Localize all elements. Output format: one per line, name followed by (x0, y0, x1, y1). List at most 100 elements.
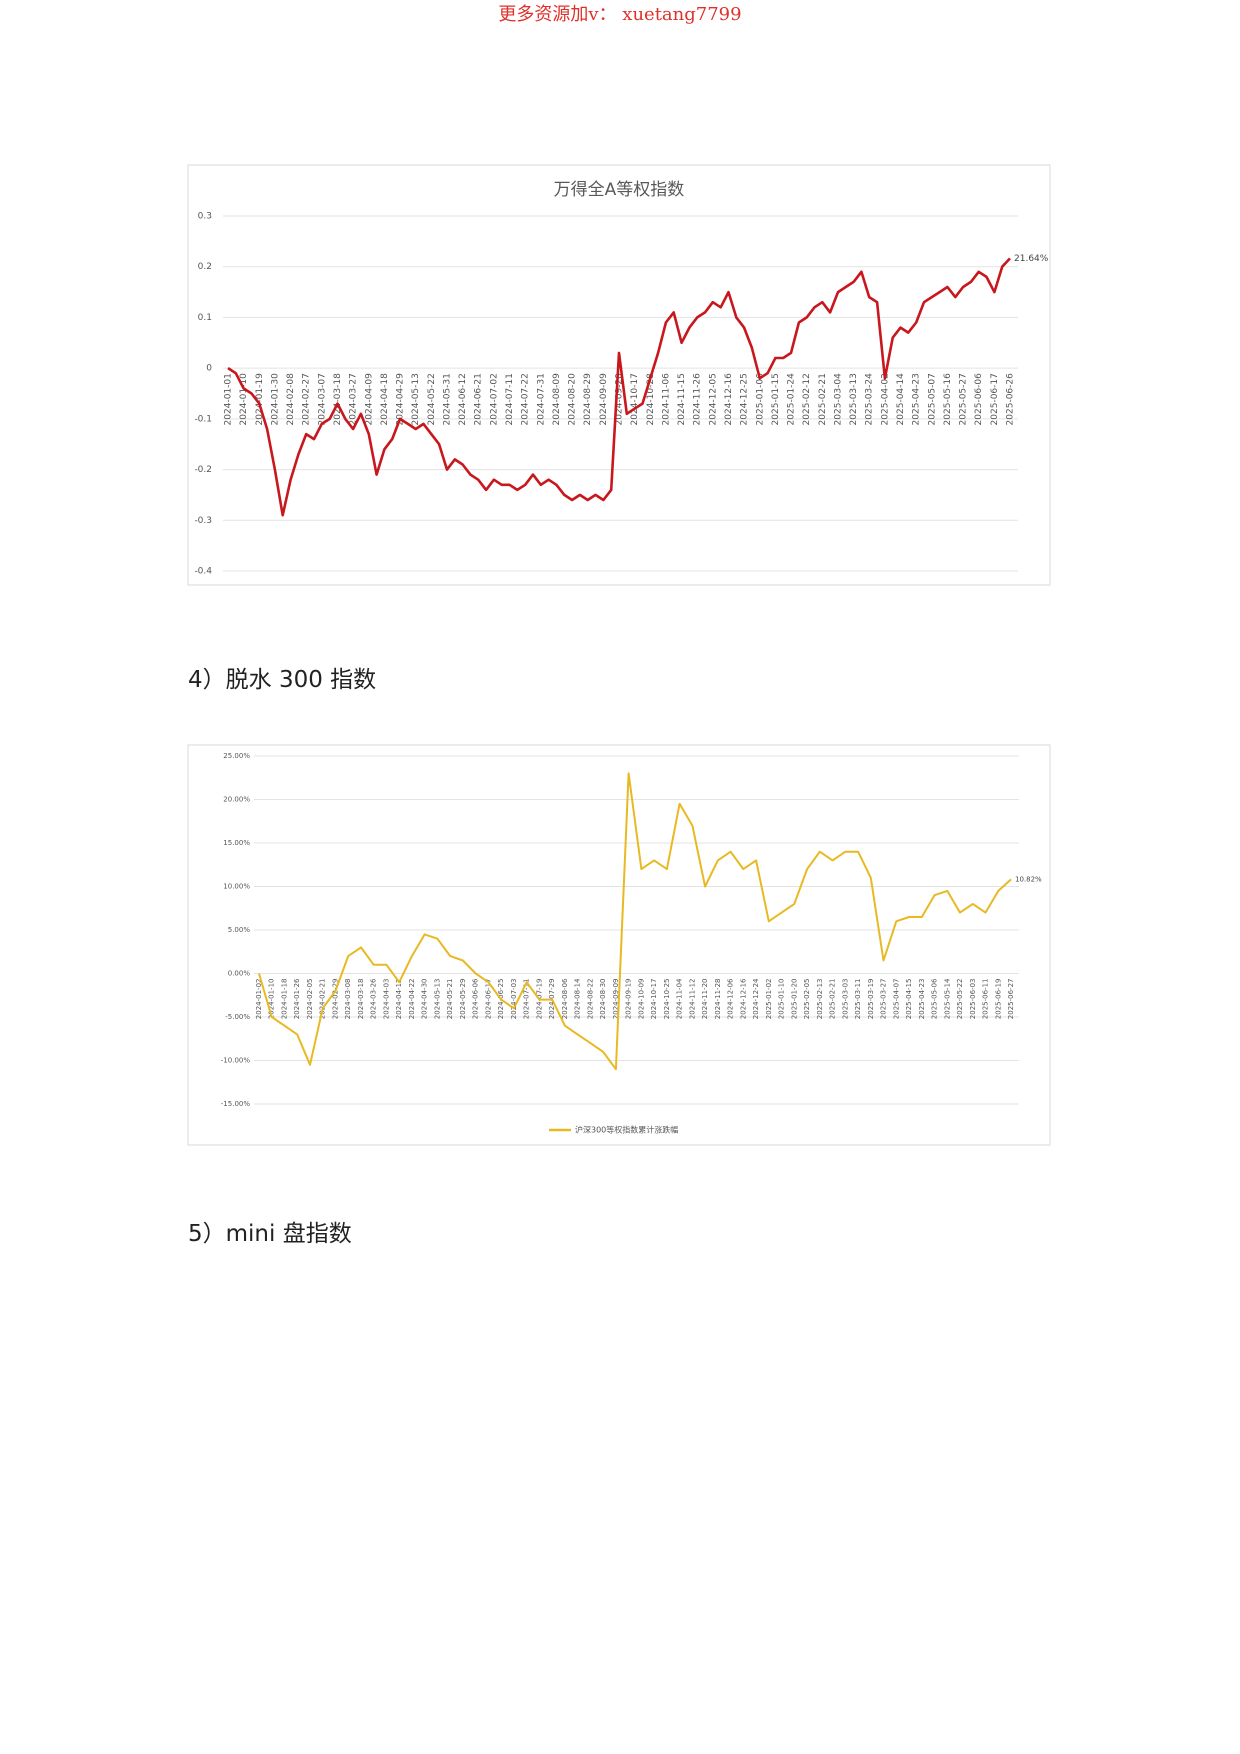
x-tick-label: 2024-12-25 (740, 373, 750, 425)
x-tick-label: 2025-02-12 (802, 373, 812, 425)
x-tick-label: 2024-01-26 (293, 978, 301, 1019)
x-tick-label: 2025-06-11 (982, 979, 990, 1020)
watermark: 更多资源加v： xuetang7799 (498, 4, 742, 25)
x-tick-label: 2024-12-05 (708, 373, 718, 425)
x-tick-label: 2024-09-20 (615, 373, 625, 426)
x-tick-label: 2025-03-11 (854, 979, 862, 1020)
x-tick-label: 2025-02-13 (816, 979, 824, 1020)
y-tick-label: 10.00% (223, 883, 250, 891)
x-tick-label: 2024-09-09 (599, 373, 609, 426)
y-tick-label: 20.00% (223, 796, 250, 804)
y-tick-label: 0.2 (198, 262, 212, 272)
x-tick-label: 2024-10-28 (646, 373, 656, 426)
x-tick-label: 2024-12-24 (752, 978, 760, 1019)
y-tick-label: -10.00% (221, 1057, 251, 1065)
x-tick-label: 2024-07-11 (505, 373, 515, 425)
x-tick-label: 2024-02-08 (286, 373, 296, 426)
x-tick-label: 2025-06-19 (994, 978, 1002, 1019)
x-tick-label: 2024-06-06 (472, 978, 480, 1019)
x-tick-label: 2024-03-18 (333, 373, 343, 426)
x-tick-label: 2025-05-16 (943, 373, 953, 426)
x-tick-label: 2024-03-26 (370, 978, 378, 1019)
x-tick-label: 2024-02-21 (319, 979, 327, 1020)
y-tick-label: -5.00% (225, 1013, 250, 1021)
x-tick-label: 2025-03-24 (865, 373, 875, 426)
chart-title: 万得全A等权指数 (554, 180, 685, 200)
x-tick-label: 2025-06-26 (1006, 373, 1016, 426)
x-tick-label: 2024-06-12 (458, 373, 468, 425)
x-tick-label: 2025-02-05 (803, 979, 811, 1020)
x-tick-label: 2024-11-15 (677, 373, 687, 425)
x-tick-label: 2025-01-15 (771, 373, 781, 425)
x-tick-label: 2024-11-06 (661, 373, 671, 426)
x-tick-label: 2024-03-08 (344, 979, 352, 1020)
x-tick-label: 2025-03-27 (880, 979, 888, 1020)
x-tick-label: 2024-04-22 (408, 979, 416, 1020)
x-tick-label: 2024-05-29 (459, 979, 467, 1020)
x-tick-label: 2024-11-20 (701, 979, 709, 1020)
y-tick-label: 25.00% (223, 752, 250, 760)
data-label: 10.82% (1015, 875, 1042, 883)
x-tick-label: 2024-07-02 (489, 373, 499, 425)
y-tick-label: 15.00% (223, 839, 250, 847)
x-tick-label: 2024-09-19 (625, 979, 633, 1020)
x-tick-label: 2024-01-10 (268, 979, 276, 1020)
legend-label: 沪深300等权指数累计涨跌幅 (575, 1125, 678, 1135)
x-tick-label: 2024-04-18 (380, 373, 390, 426)
section-heading: 5）mini 盘指数 (188, 1221, 352, 1247)
x-tick-label: 2024-01-02 (255, 979, 263, 1020)
x-tick-label: 2024-04-30 (421, 979, 429, 1020)
x-tick-label: 2025-05-27 (959, 373, 969, 425)
y-tick-label: -15.00% (221, 1100, 251, 1108)
x-tick-label: 2025-02-21 (829, 979, 837, 1020)
x-tick-label: 2024-05-22 (427, 373, 437, 425)
x-tick-label: 2025-06-17 (990, 373, 1000, 425)
x-tick-label: 2024-11-28 (714, 979, 722, 1020)
x-tick-label: 2024-02-29 (331, 979, 339, 1020)
x-tick-label: 2024-05-21 (446, 979, 454, 1020)
data-line (258, 772, 1012, 1071)
x-tick-label: 2025-03-19 (867, 979, 875, 1020)
x-tick-label: 2025-04-14 (896, 373, 906, 426)
x-tick-label: 2024-08-20 (568, 373, 578, 426)
x-tick-label: 2024-05-13 (411, 373, 421, 425)
x-tick-label: 2025-04-02 (880, 373, 890, 425)
x-tick-label: 2025-03-03 (841, 979, 849, 1020)
x-tick-label: 2025-01-24 (787, 373, 797, 426)
x-tick-label: 2025-05-22 (956, 979, 964, 1020)
data-line (227, 257, 1011, 517)
x-tick-label: 2025-05-14 (943, 978, 951, 1019)
x-tick-label: 2024-03-07 (317, 373, 327, 425)
x-tick-label: 2025-01-06 (755, 373, 765, 426)
x-tick-label: 2024-07-03 (510, 979, 518, 1020)
x-tick-label: 2024-10-09 (637, 979, 645, 1020)
chart-frame (187, 744, 1051, 1146)
x-tick-label: 2024-06-21 (474, 373, 484, 425)
x-tick-label: 2024-03-18 (357, 979, 365, 1020)
x-tick-label: 2025-05-07 (927, 373, 937, 425)
x-tick-label: 2025-06-06 (974, 373, 984, 426)
x-tick-label: 2025-01-20 (790, 979, 798, 1020)
x-tick-label: 2025-04-23 (918, 979, 926, 1020)
x-tick-label: 2024-02-05 (306, 979, 314, 1020)
data-label: 21.64% (1014, 254, 1049, 264)
y-tick-label: 5.00% (228, 926, 251, 934)
x-tick-label: 2024-08-06 (561, 978, 569, 1019)
x-tick-label: 2024-01-01 (224, 373, 234, 425)
x-tick-label: 2025-03-13 (849, 373, 859, 425)
x-tick-label: 2024-10-17 (630, 373, 640, 425)
x-tick-label: 2024-08-22 (586, 979, 594, 1020)
x-tick-label: 2024-08-09 (552, 373, 562, 426)
x-tick-label: 2024-02-27 (302, 373, 312, 425)
x-tick-label: 2024-11-04 (676, 978, 684, 1019)
x-tick-label: 2024-04-29 (396, 373, 406, 426)
x-tick-label: 2024-08-14 (574, 978, 582, 1019)
y-tick-label: -0.4 (194, 567, 212, 577)
y-tick-label: -0.3 (194, 516, 212, 526)
x-tick-label: 2024-03-27 (349, 373, 359, 425)
y-tick-label: 0.3 (198, 212, 212, 222)
y-tick-label: 0.00% (228, 970, 251, 978)
x-tick-label: 2024-07-22 (521, 373, 531, 425)
x-tick-label: 2025-04-07 (892, 979, 900, 1020)
